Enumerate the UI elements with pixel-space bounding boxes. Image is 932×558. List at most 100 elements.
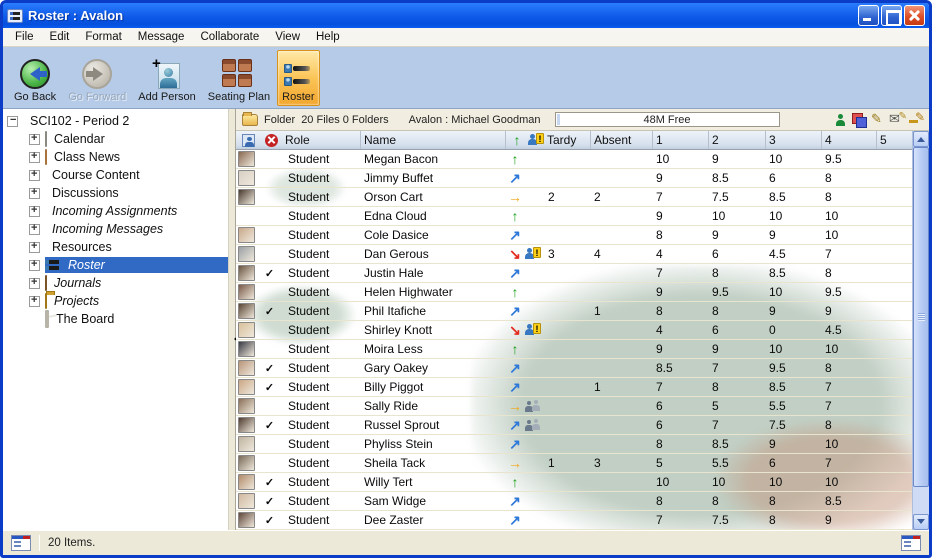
grade-cell: 10: [712, 209, 726, 223]
sidebar-item-discussions[interactable]: Discussions: [3, 184, 228, 202]
mail-edit-icon[interactable]: [889, 111, 907, 127]
table-row[interactable]: Student Megan Bacon ↑ 10 9 10 9.5: [236, 150, 912, 169]
avatar: [238, 151, 255, 167]
sidebar-item-incoming-assignments[interactable]: Incoming Assignments: [3, 202, 228, 220]
name-column-header[interactable]: Name: [360, 131, 505, 149]
add-person-button[interactable]: + Add Person: [133, 50, 200, 106]
trend-cell: ↘: [505, 245, 525, 263]
expand-icon[interactable]: [29, 186, 40, 199]
avatar-column-header[interactable]: [236, 131, 257, 149]
expand-icon[interactable]: [29, 258, 40, 271]
expand-icon[interactable]: [29, 204, 40, 217]
menu-item-edit[interactable]: Edit: [49, 31, 70, 43]
table-row[interactable]: ✓ Student Willy Tert ↑ 10 10 10 10: [236, 473, 912, 492]
person-icon[interactable]: [833, 113, 847, 127]
alert-column-header[interactable]: !: [525, 131, 544, 149]
minimize-button[interactable]: [858, 5, 879, 26]
table-row[interactable]: Student Cole Dasice ↗ 8 9 9 10: [236, 226, 912, 245]
sidebar-item-projects[interactable]: Projects: [3, 292, 228, 310]
table-row[interactable]: Student Sally Ride → 6 5 5.5 7: [236, 397, 912, 416]
tardy-cell: [544, 492, 590, 510]
table-row[interactable]: ✓ Student Dee Zaster ↗ 7 7.5 8 9: [236, 511, 912, 530]
vertical-scrollbar[interactable]: [912, 131, 929, 530]
layers-icon[interactable]: [852, 112, 867, 128]
sidebar-item-the-board[interactable]: The Board: [3, 310, 228, 328]
table-row[interactable]: ✓ Student Gary Oakey ↗ 8.5 7 9.5 8: [236, 359, 912, 378]
panel-toggle-icon[interactable]: [11, 535, 31, 551]
scrollbar-track[interactable]: [913, 147, 929, 514]
go-back-button[interactable]: Go Back: [9, 50, 61, 106]
trend-up-icon: ↑: [511, 208, 519, 224]
table-row[interactable]: Student Phyliss Stein ↗ 8 8.5 9 10: [236, 435, 912, 454]
table-row[interactable]: Student Edna Cloud ↑ 9 10 10 10: [236, 207, 912, 226]
expand-icon[interactable]: [29, 276, 40, 289]
expand-icon[interactable]: [29, 150, 40, 163]
menu-item-file[interactable]: File: [15, 31, 34, 43]
scroll-up-button[interactable]: [913, 131, 929, 147]
scroll-down-button[interactable]: [913, 514, 929, 530]
grade-column-header[interactable]: 1: [652, 131, 708, 149]
expand-icon[interactable]: [29, 168, 40, 181]
table-row[interactable]: ✓ Student Russel Sprout ↗ 6 7 7.5 8: [236, 416, 912, 435]
expand-icon[interactable]: [29, 222, 40, 235]
grade-cell: 7.5: [712, 513, 729, 527]
menu-item-collaborate[interactable]: Collaborate: [200, 31, 260, 43]
menu-item-format[interactable]: Format: [85, 31, 122, 43]
grade-column-header[interactable]: 2: [708, 131, 765, 149]
roster-button[interactable]: Roster: [277, 49, 320, 106]
absent-cell: 2: [594, 190, 601, 204]
tardy-column-header[interactable]: Tardy: [547, 133, 577, 147]
table-row[interactable]: ✓ Student Phil Itafiche ↗ 1 8 8 9 9: [236, 302, 912, 321]
table-row[interactable]: Student Orson Cart → 2 2 7 7.5 8.5 8: [236, 188, 912, 207]
grade-cell: 8: [825, 266, 832, 280]
table-row[interactable]: Student Helen Highwater ↑ 9 9.5 10 9.5: [236, 283, 912, 302]
sidebar-item-calendar[interactable]: Calendar: [3, 130, 228, 148]
maximize-button[interactable]: [881, 5, 902, 26]
role-cell: Student: [288, 475, 330, 489]
grade-column-header[interactable]: 5: [876, 131, 911, 149]
table-row[interactable]: Student Jimmy Buffet ↗ 9 8.5 6 8: [236, 169, 912, 188]
sidebar-item-course-content[interactable]: Course Content: [3, 166, 228, 184]
table-row[interactable]: Student Shirley Knott ↘! 4 6 0 4.5: [236, 321, 912, 340]
grade-cell: [876, 321, 911, 339]
view-toggle-icon[interactable]: [901, 535, 921, 551]
absent-column-header[interactable]: Absent: [590, 131, 652, 149]
seating-plan-button[interactable]: Seating Plan: [203, 50, 275, 106]
grade-cell: 9: [712, 228, 719, 242]
close-button[interactable]: [904, 5, 925, 26]
panel-splitter[interactable]: [228, 109, 239, 530]
trend-column-header[interactable]: ↑: [505, 131, 525, 149]
avatar-cell: [236, 150, 257, 168]
status-column-header[interactable]: [257, 131, 282, 149]
sidebar-item-incoming-messages[interactable]: Incoming Messages: [3, 220, 228, 238]
sidebar-item-roster[interactable]: Roster: [3, 256, 228, 274]
menu-item-message[interactable]: Message: [137, 31, 185, 43]
grade-column-header[interactable]: 4: [821, 131, 876, 149]
scrollbar-thumb[interactable]: [913, 147, 929, 487]
table-row[interactable]: Student Sheila Tack → 1 3 5 5.5 6 7: [236, 454, 912, 473]
table-row[interactable]: Student Dan Gerous ↘! 3 4 4 6 4.5 7: [236, 245, 912, 264]
person-warning-icon: !: [525, 323, 541, 337]
avatar-cell: [236, 511, 257, 529]
collapse-icon[interactable]: [7, 114, 18, 127]
expand-icon[interactable]: [29, 240, 40, 253]
expand-icon[interactable]: [29, 132, 40, 145]
sidebar-item-class-news[interactable]: Class News: [3, 148, 228, 166]
table-row[interactable]: ✓ Student Billy Piggot ↗ 1 7 8 8.5 7: [236, 378, 912, 397]
pencil-icon[interactable]: [871, 111, 885, 127]
grade-column-header[interactable]: 3: [765, 131, 821, 149]
key-edit-icon[interactable]: [909, 110, 925, 127]
sidebar-item-sci102-period-2[interactable]: SCI102 - Period 2: [3, 112, 228, 130]
table-row[interactable]: ✓ Student Justin Hale ↗ 7 8 8.5 8: [236, 264, 912, 283]
grade-cell: 7: [825, 456, 832, 470]
grade-cell: 8: [769, 494, 776, 508]
menu-item-help[interactable]: Help: [316, 31, 340, 43]
table-row[interactable]: Student Moira Less ↑ 9 9 10 10: [236, 340, 912, 359]
sidebar-item-journals[interactable]: Journals: [3, 274, 228, 292]
go-forward-button[interactable]: Go Forward: [63, 50, 131, 106]
expand-icon[interactable]: [29, 294, 40, 307]
table-row[interactable]: ✓ Student Sam Widge ↗ 8 8 8 8.5: [236, 492, 912, 511]
role-column-header[interactable]: Role: [285, 133, 310, 147]
menu-item-view[interactable]: View: [275, 31, 300, 43]
sidebar-item-resources[interactable]: Resources: [3, 238, 228, 256]
